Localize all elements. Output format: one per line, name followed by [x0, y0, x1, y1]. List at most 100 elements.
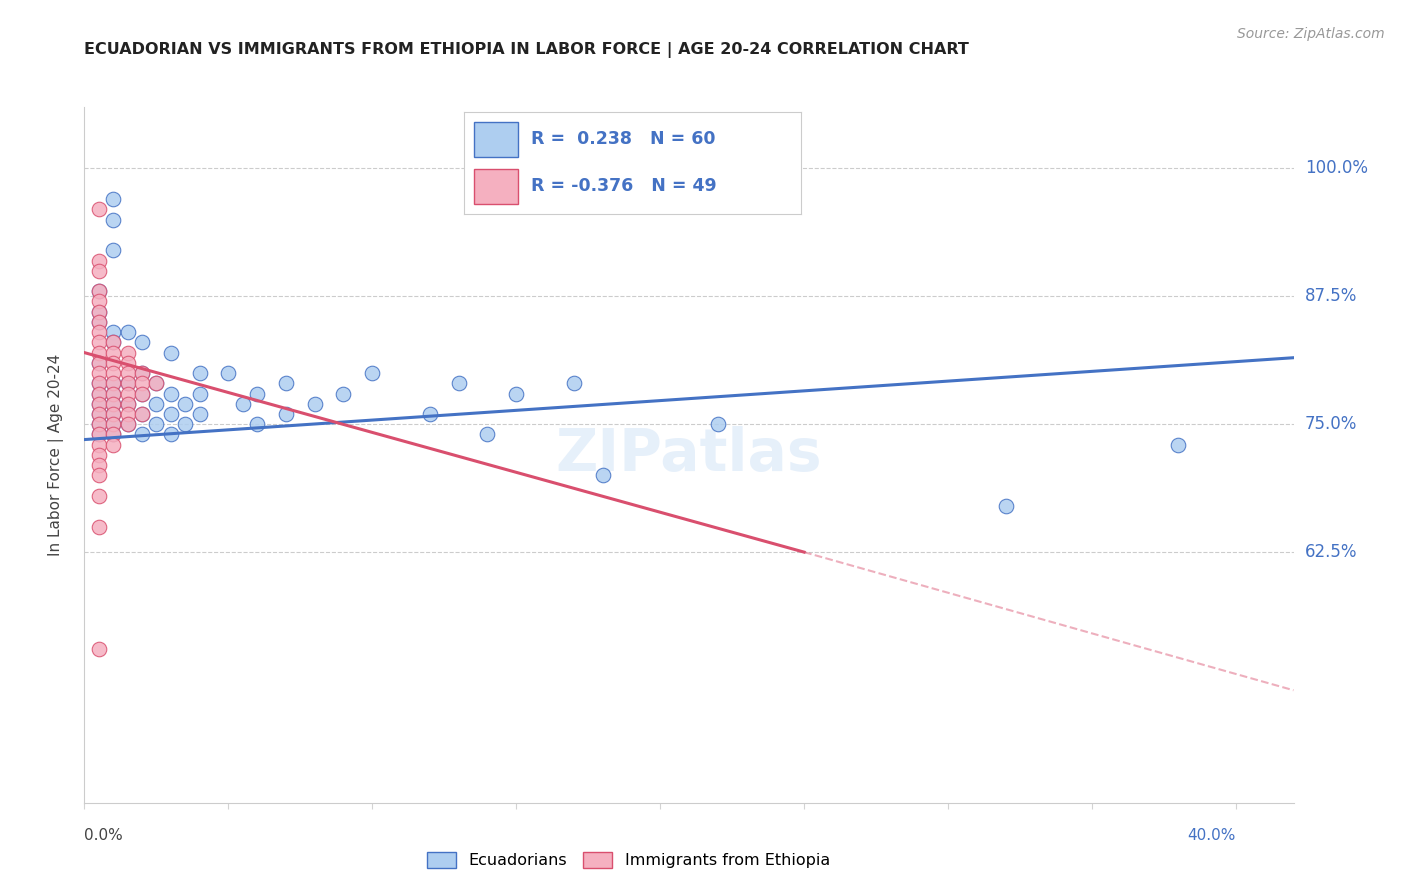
Point: [87, 417, 110, 432]
Point: [246, 417, 269, 432]
Point: [505, 386, 527, 401]
Text: R = -0.376   N = 49: R = -0.376 N = 49: [531, 178, 717, 195]
FancyBboxPatch shape: [474, 169, 517, 204]
Point: [159, 345, 181, 359]
Point: [101, 427, 124, 442]
Point: [131, 366, 153, 380]
Point: [101, 345, 124, 359]
Point: [117, 386, 139, 401]
Point: [87, 386, 110, 401]
Point: [117, 366, 139, 380]
Point: [117, 376, 139, 391]
Point: [1167, 438, 1189, 452]
Point: [87, 438, 110, 452]
Point: [87, 376, 110, 391]
Point: [87, 202, 110, 217]
Point: [101, 438, 124, 452]
Y-axis label: In Labor Force | Age 20-24: In Labor Force | Age 20-24: [48, 354, 63, 556]
Point: [87, 335, 110, 350]
Point: [87, 356, 110, 370]
Point: [101, 366, 124, 380]
Point: [87, 468, 110, 483]
Point: [117, 345, 139, 359]
Point: [87, 284, 110, 298]
Point: [117, 356, 139, 370]
Point: [87, 458, 110, 472]
Point: [562, 376, 585, 391]
Point: [87, 325, 110, 339]
Text: R =  0.238   N = 60: R = 0.238 N = 60: [531, 130, 716, 148]
Point: [217, 366, 239, 380]
Point: [87, 345, 110, 359]
Point: [131, 366, 153, 380]
Text: 87.5%: 87.5%: [1305, 287, 1357, 305]
Point: [131, 376, 153, 391]
Point: [117, 397, 139, 411]
Point: [145, 376, 167, 391]
Point: [101, 244, 124, 258]
Point: [117, 397, 139, 411]
Point: [101, 407, 124, 421]
Point: [246, 386, 269, 401]
Point: [87, 407, 110, 421]
Point: [87, 397, 110, 411]
Point: [87, 315, 110, 329]
Point: [87, 304, 110, 318]
Point: [131, 407, 153, 421]
Point: [706, 417, 728, 432]
Point: [87, 356, 110, 370]
Point: [117, 376, 139, 391]
Text: 75.0%: 75.0%: [1305, 415, 1357, 434]
Point: [447, 376, 470, 391]
Point: [87, 642, 110, 657]
Point: [131, 386, 153, 401]
Point: [101, 335, 124, 350]
Point: [592, 468, 614, 483]
Text: 40.0%: 40.0%: [1188, 828, 1236, 843]
Point: [87, 304, 110, 318]
Text: 0.0%: 0.0%: [84, 828, 124, 843]
Point: [332, 386, 354, 401]
Point: [274, 407, 297, 421]
Point: [101, 356, 124, 370]
Point: [131, 386, 153, 401]
Point: [101, 397, 124, 411]
Point: [87, 264, 110, 278]
Text: 62.5%: 62.5%: [1305, 543, 1357, 561]
Point: [87, 284, 110, 298]
Point: [101, 192, 124, 206]
Point: [87, 386, 110, 401]
Point: [101, 427, 124, 442]
Point: [304, 397, 326, 411]
Point: [117, 417, 139, 432]
Point: [87, 397, 110, 411]
Point: [101, 376, 124, 391]
Point: [101, 397, 124, 411]
Text: ECUADORIAN VS IMMIGRANTS FROM ETHIOPIA IN LABOR FORCE | AGE 20-24 CORRELATION CH: ECUADORIAN VS IMMIGRANTS FROM ETHIOPIA I…: [84, 42, 969, 58]
Point: [145, 376, 167, 391]
Point: [87, 376, 110, 391]
Point: [188, 407, 211, 421]
Point: [419, 407, 441, 421]
Point: [159, 386, 181, 401]
Point: [87, 366, 110, 380]
Point: [188, 366, 211, 380]
Point: [174, 417, 197, 432]
Point: [131, 407, 153, 421]
Point: [101, 386, 124, 401]
Point: [87, 315, 110, 329]
Point: [101, 417, 124, 432]
Point: [188, 386, 211, 401]
Text: ZIPatlas: ZIPatlas: [555, 426, 823, 483]
Legend: Ecuadorians, Immigrants from Ethiopia: Ecuadorians, Immigrants from Ethiopia: [420, 846, 837, 875]
FancyBboxPatch shape: [474, 122, 517, 157]
Point: [87, 427, 110, 442]
Point: [101, 417, 124, 432]
Point: [87, 489, 110, 503]
Point: [87, 407, 110, 421]
Point: [101, 407, 124, 421]
Point: [994, 499, 1017, 513]
Point: [87, 294, 110, 309]
Point: [87, 448, 110, 462]
Point: [101, 386, 124, 401]
